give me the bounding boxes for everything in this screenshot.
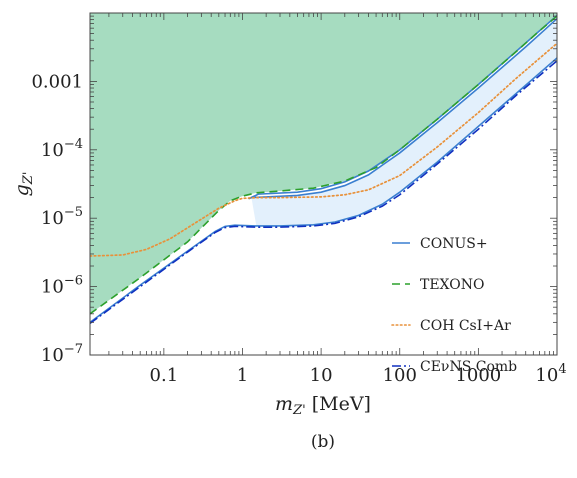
series-line-coh-csi-ar — [90, 42, 557, 257]
legend-label: COH CsI+Ar — [420, 318, 511, 334]
x-axis-label-main: m — [275, 393, 293, 415]
x-tick-label: 1000 — [455, 365, 501, 386]
x-tick-label: 0.1 — [150, 365, 179, 386]
y-axis-label-main: g — [11, 184, 33, 196]
texono-fill — [90, 13, 557, 314]
x-tick-label: 1 — [237, 365, 248, 386]
y-tick-label: 10−5 — [41, 205, 83, 229]
series-line-conus-upper — [251, 17, 557, 199]
x-axis-label: mZ' [MeV] — [275, 393, 371, 418]
y-tick-label: 10−7 — [41, 342, 83, 366]
tick-labels: 0.1 1 10 100 1000 104 10−7 10−6 10−5 10−4 0.001 — [31, 71, 566, 386]
legend-label: CEνNS Comb — [420, 359, 517, 375]
series-line-texono — [90, 15, 557, 315]
y-tick-label: 10−4 — [41, 137, 83, 161]
y-tick-label: 0.001 — [31, 71, 83, 92]
x-axis-label-sub: Z' — [292, 403, 306, 418]
figure-caption: (b) — [311, 432, 335, 452]
conus-band-fill — [251, 18, 557, 226]
plot-frame — [89, 12, 558, 356]
y-axis-label: gZ' — [11, 172, 36, 197]
fill-regions — [90, 13, 557, 314]
x-axis-label-unit: [MeV] — [306, 393, 371, 415]
x-tick-label: 104 — [535, 362, 566, 386]
series-line-ce-ns-comb — [90, 60, 557, 325]
series-lines — [90, 14, 557, 325]
legend: CONUS+ TEXONO COH CsI+Ar CEνNS Comb — [391, 236, 517, 375]
legend-label: TEXONO — [420, 277, 484, 293]
y-tick-label: 10−6 — [41, 274, 83, 298]
legend-label: CONUS+ — [420, 236, 488, 252]
y-axis-label-sub: Z' — [21, 172, 36, 186]
x-tick-label: 100 — [383, 365, 417, 386]
x-tick-label: 10 — [310, 365, 333, 386]
axis-ticks — [90, 13, 558, 356]
